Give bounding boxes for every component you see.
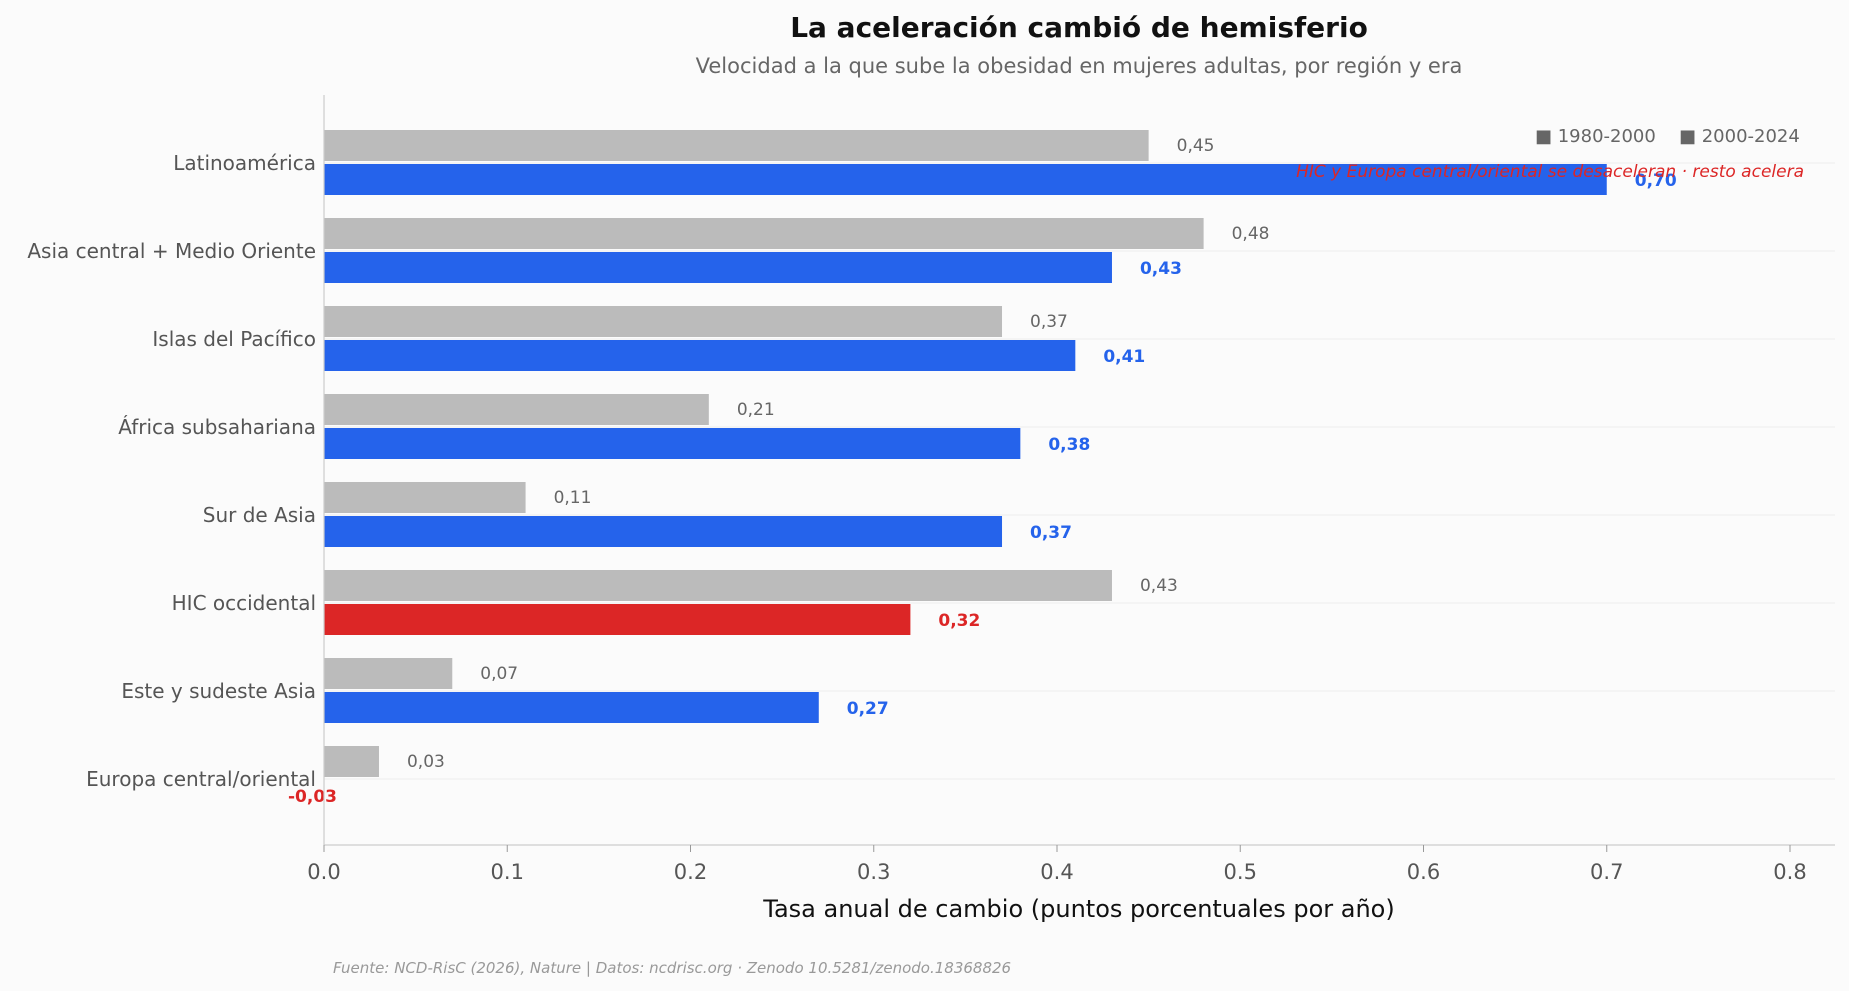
- value-label-1980-2000: 0,48: [1232, 224, 1270, 244]
- category-labels: Latinoamérica Asia central + Medio Orient…: [27, 151, 316, 791]
- bar-1980-2000: [324, 658, 453, 689]
- bar-1980-2000: [324, 130, 1149, 161]
- chart-title: La aceleración cambió de hemisferio: [790, 11, 1368, 44]
- x-tick-label: 0.0: [307, 860, 340, 884]
- bar-2000-2024: [324, 428, 1021, 459]
- value-label-2000-2024: 0,32: [938, 611, 980, 631]
- bar-1980-2000: [324, 746, 379, 777]
- bar-2000-2024: [324, 516, 1003, 547]
- category-label: Asia central + Medio Oriente: [27, 239, 316, 263]
- value-label-1980-2000: 0,11: [554, 488, 592, 508]
- category-label: Islas del Pacífico: [152, 327, 316, 351]
- bar-2000-2024: [324, 252, 1112, 283]
- category-label: HIC occidental: [172, 591, 316, 615]
- axes: [323, 95, 1835, 846]
- x-ticks: 0.0 0.1 0.2 0.3 0.4 0.5 0.6 0.7 0.8: [307, 845, 1807, 884]
- category-label: Latinoamérica: [173, 151, 316, 175]
- x-tick-label: 0.1: [491, 860, 524, 884]
- annotation-note: HIC y Europa central/oriental se desacel…: [1296, 162, 1804, 182]
- legend-item-1980-2000: ■ 1980-2000: [1535, 126, 1656, 147]
- legend-item-2000-2024: ■ 2000-2024: [1679, 126, 1800, 147]
- bar-1980-2000: [324, 218, 1204, 249]
- value-label-1980-2000: 0,07: [480, 664, 518, 684]
- value-label-2000-2024: 0,43: [1140, 259, 1182, 279]
- value-label-2000-2024: 0,41: [1103, 347, 1145, 367]
- bar-1980-2000: [324, 570, 1112, 601]
- category-label: Europa central/oriental: [86, 767, 316, 791]
- bars: [324, 130, 1607, 777]
- x-tick-label: 0.3: [857, 860, 890, 884]
- bar-2000-2024: [324, 340, 1076, 371]
- x-tick-label: 0.4: [1040, 860, 1073, 884]
- x-tick-label: 0.2: [674, 860, 707, 884]
- grid-lines: [324, 162, 1835, 780]
- bar-2000-2024: [324, 164, 1607, 195]
- x-tick-label: 0.7: [1590, 860, 1623, 884]
- value-label-1980-2000: 0,37: [1030, 312, 1068, 332]
- value-label-2000-2024: -0,03: [288, 787, 337, 807]
- x-tick-label: 0.8: [1773, 860, 1806, 884]
- value-label-2000-2024: 0,70: [1635, 171, 1677, 191]
- bar-1980-2000: [324, 306, 1003, 337]
- value-label-2000-2024: 0,27: [847, 699, 889, 719]
- category-label: Este y sudeste Asia: [121, 679, 316, 703]
- value-label-2000-2024: 0,38: [1048, 435, 1090, 455]
- bar-1980-2000: [324, 394, 709, 425]
- bar-1980-2000: [324, 482, 526, 513]
- source-note: Fuente: NCD-RisC (2026), Nature | Datos:…: [333, 959, 1011, 977]
- legend: ■ 1980-2000 ■ 2000-2024: [1535, 126, 1800, 147]
- value-label-1980-2000: 0,21: [737, 400, 775, 420]
- chart-subtitle: Velocidad a la que sube la obesidad en m…: [696, 54, 1463, 78]
- value-label-1980-2000: 0,03: [407, 752, 445, 772]
- value-label-1980-2000: 0,45: [1177, 136, 1215, 156]
- bar-2000-2024: [324, 692, 819, 723]
- value-label-1980-2000: 0,43: [1140, 576, 1178, 596]
- x-tick-label: 0.5: [1224, 860, 1257, 884]
- x-tick-label: 0.6: [1407, 860, 1440, 884]
- x-axis-label: Tasa anual de cambio (puntos porcentuale…: [762, 895, 1394, 923]
- bar-2000-2024: [324, 604, 911, 635]
- value-labels: 0,45 0,70 0,48 0,43 0,37 0,41 0,21 0,38 0,11 0,37…: [288, 136, 1677, 807]
- category-label: Sur de Asia: [203, 503, 316, 527]
- value-label-2000-2024: 0,37: [1030, 523, 1072, 543]
- category-label: África subsahariana: [118, 415, 316, 439]
